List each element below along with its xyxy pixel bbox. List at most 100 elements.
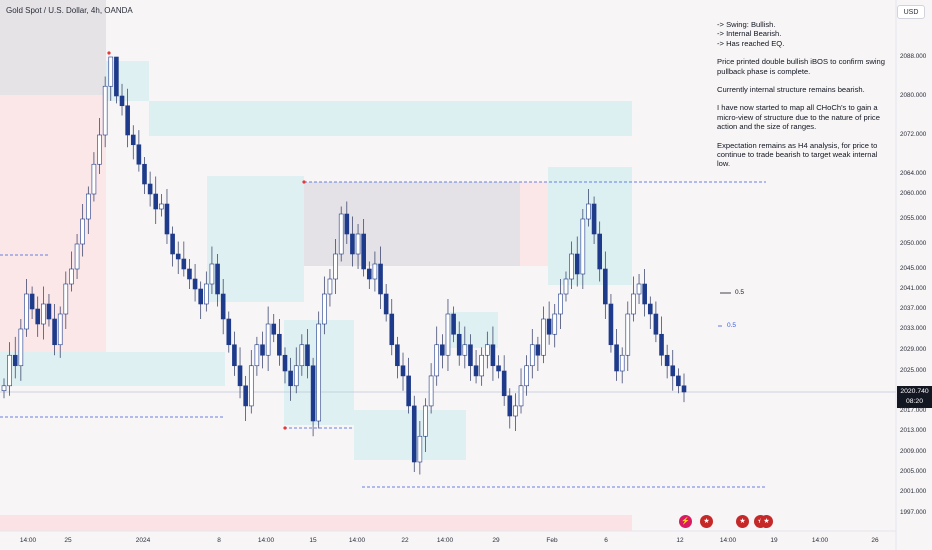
candle-bearish [198,288,203,305]
zone-blue-top [149,101,632,136]
candle-bullish [80,218,85,245]
swing-low-marker [283,426,287,430]
candle-bullish [322,293,327,325]
y-tick-label: 2064.000 [900,170,927,177]
candle-bullish [355,233,361,255]
note-paragraph: Price printed double bullish iBOS to con… [717,57,888,76]
candle-bearish [271,323,277,335]
candle-bearish [496,365,501,372]
candle-bearish [642,283,647,305]
bar-countdown: 08:20 [905,398,923,405]
y-tick-label: 2080.000 [900,92,927,99]
note-paragraph: I have now started to map all CHoCh's to… [717,103,883,132]
y-tick-label: 2013.000 [900,427,927,434]
candle-bearish [456,333,462,356]
y-tick-label: 2033.000 [900,325,927,332]
y-tick-label: 2072.000 [900,131,927,138]
candle-bearish [614,344,619,372]
x-tick-label: 29 [492,537,500,544]
currency-button[interactable]: USD [897,5,925,19]
candle-bullish [552,313,558,335]
candle-bullish [524,365,529,387]
candle-bullish [541,318,546,356]
candle-bullish [102,85,108,136]
candle-bullish [91,163,97,195]
candle-bearish [192,278,198,290]
candle-bearish [243,385,248,407]
note-line: -> Has reached EQ. [717,38,785,48]
candle-bearish [187,268,192,280]
candle-bearish [310,365,316,422]
candle-bullish [580,218,586,275]
candle-bullish [159,203,164,210]
candle-bullish [462,344,468,356]
x-tick-label: 22 [401,537,409,544]
candle-bearish [451,313,456,335]
candle-bearish [535,344,541,356]
y-tick-label: 2025.000 [900,367,927,374]
candle-bullish [445,313,451,356]
x-tick-label: 14:00 [811,537,829,544]
candle-bearish [215,263,220,295]
candle-bearish [170,233,175,255]
candle-bearish [395,344,400,367]
candle-bearish [366,268,372,280]
candle-bearish [676,375,681,387]
candle-bearish [164,203,170,235]
event-icon[interactable]: ⚡ [679,515,692,528]
candle-bearish [400,365,406,377]
x-tick-label: 8 [217,537,221,544]
current-price-label: 2020.740 08:20 [897,386,932,408]
y-tick-label: 2009.000 [900,448,927,455]
y-tick-label: 2045.000 [900,265,927,272]
candle-bullish [41,303,46,325]
note-line: -> Swing: Bullish. [717,20,776,29]
y-tick-label: 2005.000 [900,468,927,475]
x-tick-label: 14:00 [19,537,37,544]
candle-bullish [7,354,12,387]
candle-bullish [586,203,591,220]
y-tick-label: 2055.000 [900,215,927,222]
candle-bearish [130,134,136,146]
candle-bearish [277,333,282,356]
zone-gray-topleft [0,0,106,95]
us-flag-icon[interactable]: ★ [700,515,713,528]
y-tick-label: 2037.000 [900,305,927,312]
current-price-value: 2020.740 [900,388,929,395]
zone-blue-right [548,167,632,285]
candle-bearish [597,233,603,270]
y-tick-label: 2088.000 [900,53,927,60]
x-tick-label: 14:00 [348,537,366,544]
us-flag-icon[interactable]: ★ [760,515,773,528]
candle-bearish [468,344,473,367]
candle-bearish [142,163,147,185]
candle-bullish [417,435,423,463]
candle-bearish [378,263,383,295]
candle-bearish [119,95,125,107]
candle-bullish [619,354,625,372]
candle-bullish [97,134,102,165]
candle-bearish [260,344,265,356]
candle-bearish [305,344,310,367]
x-tick-label: 26 [871,537,879,544]
candle-bearish [411,405,417,463]
candle-bullish [518,385,524,407]
zone-red-center [520,182,548,266]
candle-bearish [237,365,243,387]
us-flag-icon[interactable]: ★ [736,515,749,528]
candle-bearish [282,354,288,372]
candle-bearish [181,258,187,270]
eq-label-blue: 0.5 [727,322,737,329]
candle-bearish [473,365,479,377]
zone-blue-center [207,176,304,302]
candle-bearish [350,233,355,255]
candle-bullish [513,405,518,417]
candle-bullish [625,313,631,356]
x-tick-label: 19 [770,537,778,544]
candle-bearish [29,293,35,310]
candle-bullish [265,323,271,356]
chart-title: Gold Spot / U.S. Dollar, 4h, OANDA [6,6,133,15]
candle-bearish [125,105,130,136]
